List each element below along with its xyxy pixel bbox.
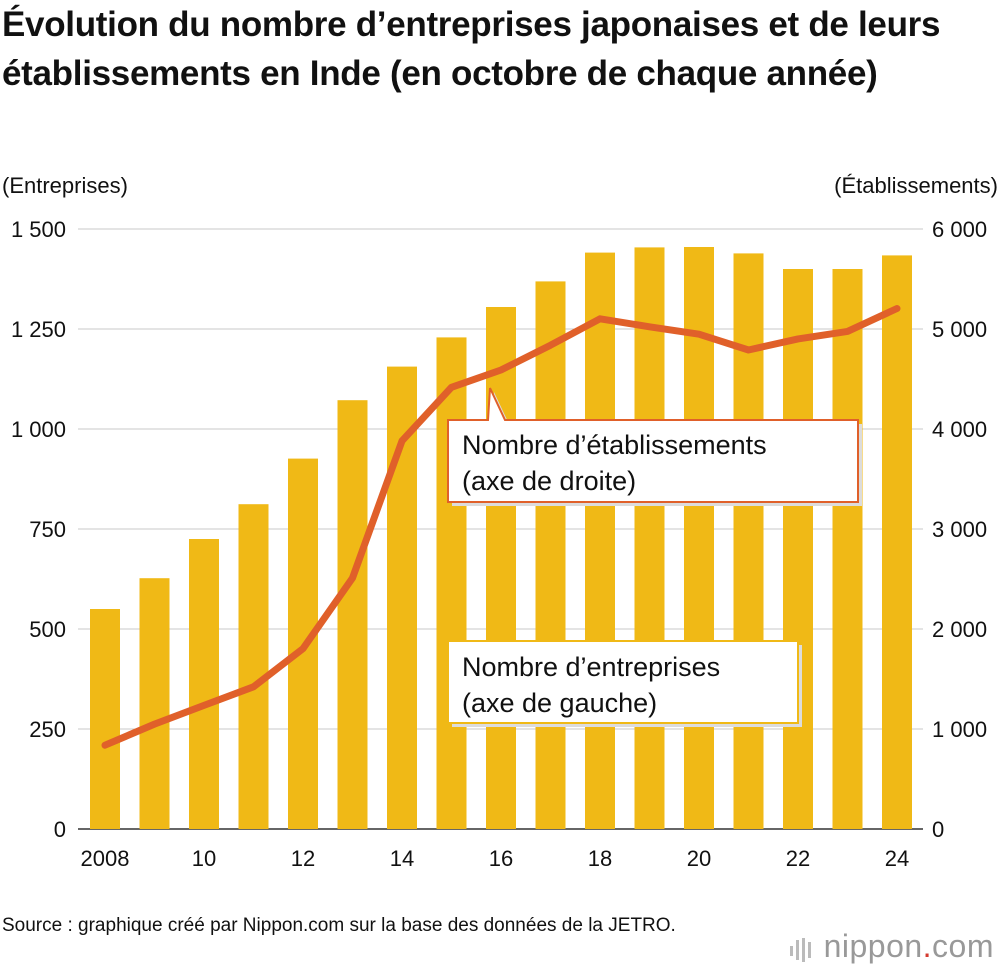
line-point xyxy=(847,330,848,332)
left-tick-label: 1 500 xyxy=(11,217,66,242)
line-point xyxy=(203,704,205,706)
left-tick-label: 750 xyxy=(29,517,66,542)
line-callout-line2: (axe de droite) xyxy=(462,466,636,496)
nippon-logo: nippon.com xyxy=(789,928,994,965)
bar-series xyxy=(90,247,912,830)
bar xyxy=(189,539,219,829)
x-tick-label: 22 xyxy=(786,846,810,871)
bar-callout-line1: Nombre d’entreprises xyxy=(462,652,720,682)
line-point xyxy=(352,577,353,579)
bar-callout: Nombre d’entreprises (axe de gauche) xyxy=(447,640,802,727)
chart-title: Évolution du nombre d’entreprises japona… xyxy=(2,5,941,93)
right-tick-label: 2 000 xyxy=(932,617,987,642)
bar xyxy=(684,247,714,829)
x-tick-label: 10 xyxy=(192,846,216,871)
x-tick-label: 2008 xyxy=(81,846,130,871)
line-callout-line1: Nombre d’établissements xyxy=(462,430,767,460)
bar xyxy=(585,252,615,830)
x-tick-label: 18 xyxy=(588,846,612,871)
right-tick-label: 0 xyxy=(932,817,944,842)
bar xyxy=(337,400,368,829)
bar-callout-line2: (axe de gauche) xyxy=(462,688,657,718)
x-tick-label: 14 xyxy=(390,846,414,871)
line-point xyxy=(500,369,502,371)
line-callout: Nombre d’établissements (axe de droite) xyxy=(447,387,862,506)
bar xyxy=(139,578,170,829)
left-tick-label: 1 000 xyxy=(11,417,66,442)
logo-mark-icon xyxy=(789,937,811,962)
bar xyxy=(832,269,863,829)
right-tick-label: 1 000 xyxy=(932,717,987,742)
x-tick-label: 24 xyxy=(885,846,909,871)
line-point xyxy=(797,338,799,340)
left-tick-label: 1 250 xyxy=(11,317,66,342)
line-point xyxy=(698,333,700,335)
x-tick-label: 16 xyxy=(489,846,513,871)
x-tick-label: 20 xyxy=(687,846,711,871)
right-tick-label: 3 000 xyxy=(932,517,987,542)
logo-name: nippon xyxy=(823,928,923,964)
right-tick-label: 4 000 xyxy=(932,417,987,442)
logo-dot: . xyxy=(922,928,933,964)
line-series xyxy=(101,305,901,749)
line-point xyxy=(401,440,403,442)
bar xyxy=(90,609,120,829)
line-point xyxy=(550,344,551,346)
source-note: Source : graphique créé par Nippon.com s… xyxy=(2,915,676,936)
x-axis-ticks: 2008 10 12 14 16 18 20 22 24 xyxy=(81,846,910,871)
line-point xyxy=(104,744,106,746)
right-axis-label: (Établissements) xyxy=(834,173,998,198)
x-tick-label: 12 xyxy=(291,846,315,871)
bar xyxy=(238,504,269,829)
line-point xyxy=(451,386,452,388)
bar xyxy=(783,269,813,829)
line-point xyxy=(649,326,650,328)
left-axis-label: (Entreprises) xyxy=(2,173,128,198)
right-axis-ticks: 0 1 000 2 000 3 000 4 000 5 000 6 000 xyxy=(932,217,987,842)
line-point xyxy=(896,308,898,309)
left-tick-label: 0 xyxy=(54,817,66,842)
line-point xyxy=(154,723,155,725)
bar xyxy=(436,337,467,829)
logo-suffix: com xyxy=(932,928,994,964)
line-point xyxy=(748,349,749,351)
line-point xyxy=(302,648,304,650)
bar xyxy=(882,255,912,829)
left-tick-label: 250 xyxy=(29,717,66,742)
right-tick-label: 6 000 xyxy=(932,217,987,242)
bar xyxy=(486,307,516,829)
bar xyxy=(634,247,665,829)
right-tick-label: 5 000 xyxy=(932,317,987,342)
line-point xyxy=(599,318,601,320)
left-axis-ticks: 0 250 500 750 1 000 1 250 1 500 xyxy=(11,217,66,842)
line-point xyxy=(253,686,254,688)
bar xyxy=(733,253,764,829)
bar xyxy=(535,281,566,829)
left-tick-label: 500 xyxy=(29,617,66,642)
